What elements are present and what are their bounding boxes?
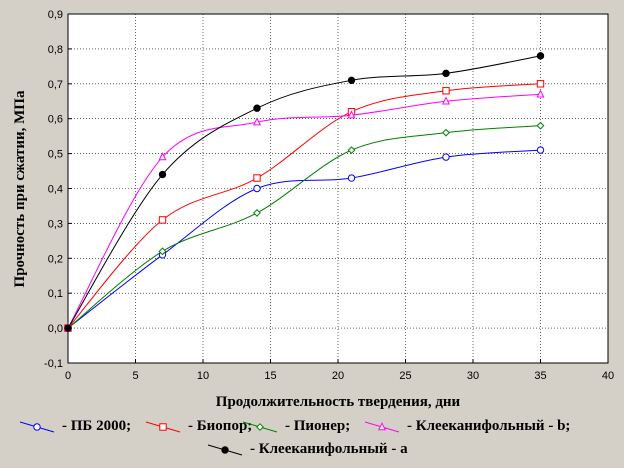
axis-ticks: 0 5 10 15 20 25 30 35 40 -0,1 0,0 0,1 0,2 0,3 0,4 0,5 0,… — [44, 9, 614, 382]
x-axis-title: Продолжительность твердения, дни — [216, 394, 461, 410]
legend-item-0: - ПБ 2000; — [19, 418, 131, 434]
x-tick-label: 20 — [332, 370, 344, 382]
legend-item-3: - Клееканифольный - b; — [364, 418, 570, 434]
x-tick-label: 0 — [65, 370, 71, 382]
y-tick-label: 0,7 — [48, 79, 63, 91]
series-3-point — [252, 117, 262, 126]
y-tick-label: 0,8 — [48, 44, 63, 56]
y-tick-label: 0,6 — [48, 114, 63, 126]
y-tick-label: 0,3 — [48, 218, 63, 230]
series-0-point — [442, 153, 450, 161]
y-tick-label: 0,5 — [48, 149, 63, 161]
x-tick-label: 30 — [467, 370, 479, 382]
legend-item-2: - Пионер; — [242, 418, 350, 434]
legend-label: - Биопор; — [188, 418, 252, 434]
x-tick-label: 5 — [132, 370, 138, 382]
x-tick-label: 40 — [602, 370, 614, 382]
series-1-point — [442, 87, 450, 95]
series-1-point — [536, 80, 545, 88]
series-0-point — [347, 174, 356, 182]
legend-marker — [221, 446, 229, 454]
series-0-point — [253, 184, 261, 193]
series-3-point — [347, 110, 356, 119]
legend-label: - Пионер; — [285, 418, 350, 434]
series-4-point — [442, 69, 450, 78]
grid-lines — [68, 14, 608, 363]
y-tick-label: 0,0 — [48, 323, 63, 335]
series-2-point — [442, 128, 450, 137]
series-4-point — [347, 76, 356, 85]
x-tick-label: 15 — [264, 370, 276, 382]
series-1-point — [253, 174, 261, 182]
y-tick-label: 0,1 — [48, 288, 63, 300]
legend-marker — [33, 423, 41, 431]
x-tick-label: 25 — [399, 370, 411, 382]
series-2-point — [347, 146, 356, 155]
legend-item-1: - Биопор; — [145, 418, 252, 434]
y-tick-label: 0,2 — [48, 253, 63, 265]
series-4-point — [253, 104, 261, 112]
x-tick-label: 35 — [534, 370, 546, 382]
legend-label: - Клееканифольный - b; — [407, 418, 570, 434]
series-2-point — [158, 247, 167, 256]
series-3-point — [158, 152, 167, 161]
series-3-point — [536, 89, 545, 98]
series-1-point — [158, 216, 167, 224]
legend-marker — [256, 423, 264, 431]
legend: - ПБ 2000; - Биопор; - Пионер; - Клееканифо… — [19, 418, 570, 457]
y-axis-title: Прочность при сжатии, МПа — [12, 90, 28, 287]
series-4-point — [158, 170, 167, 179]
series-2-point — [536, 121, 545, 130]
legend-item-4: - Клееканифольный - а — [207, 441, 408, 457]
y-tick-label: -0,1 — [44, 358, 63, 370]
series-4-point — [64, 324, 72, 332]
legend-marker — [377, 422, 387, 431]
series-2-point — [253, 209, 261, 217]
series-curve-0 — [67, 149, 541, 329]
series-3-point — [441, 96, 451, 105]
legend-marker — [159, 423, 167, 431]
data-markers — [63, 52, 545, 333]
x-tick-label: 10 — [197, 370, 209, 382]
series-4-point — [536, 52, 545, 60]
y-tick-label: 0,9 — [48, 9, 63, 21]
legend-label: - Клееканифольный - а — [250, 441, 408, 457]
series-0-point — [536, 146, 545, 154]
y-tick-label: 0,4 — [48, 184, 63, 196]
legend-label: - ПБ 2000; — [62, 418, 131, 434]
